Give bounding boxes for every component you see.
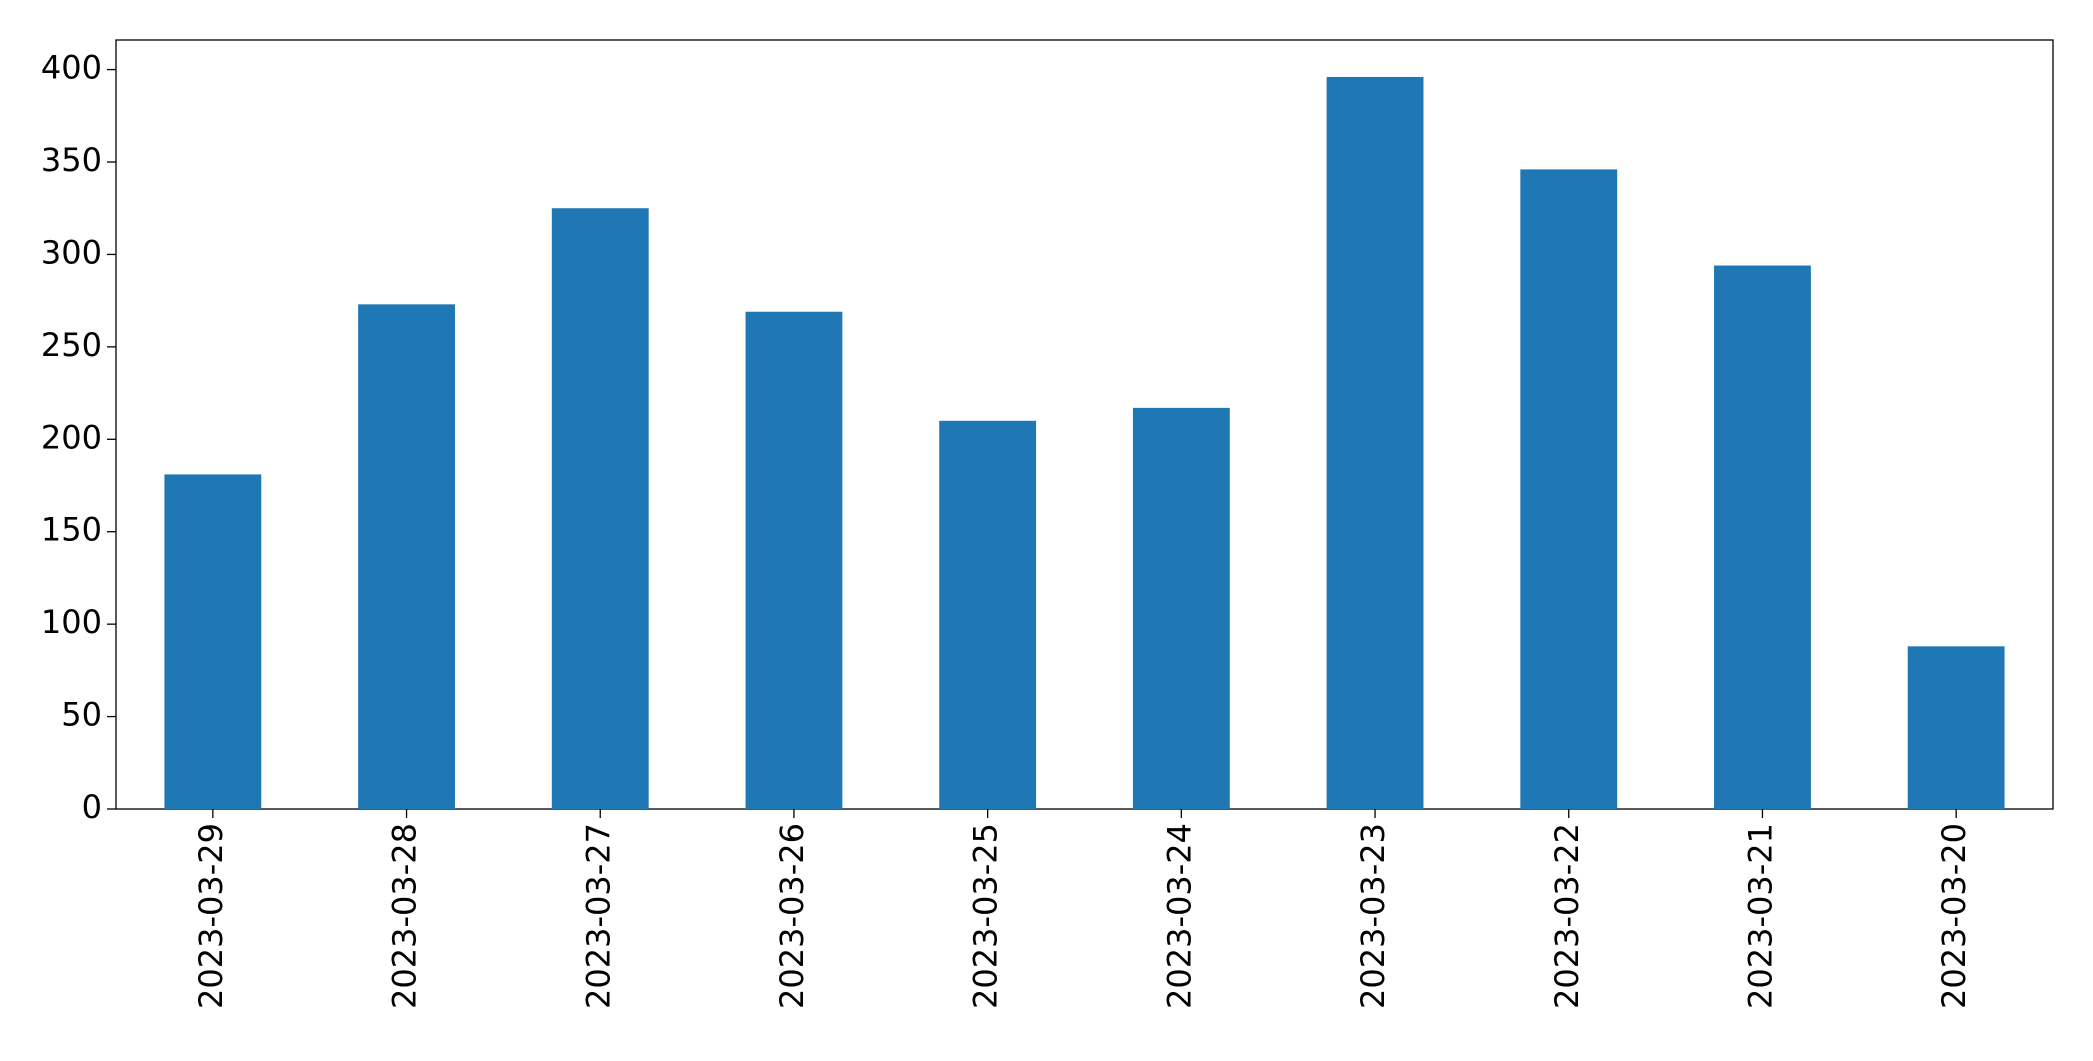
axes-frame xyxy=(115,39,2054,810)
y-tick-label: 200 xyxy=(41,418,102,456)
bar xyxy=(1326,76,1424,810)
x-tick-label: 2023-03-28 xyxy=(386,823,424,1009)
y-tick-label: 300 xyxy=(41,233,102,271)
x-tick-label: 2023-03-27 xyxy=(579,823,617,1009)
bar xyxy=(164,474,262,809)
x-tick-label: 2023-03-23 xyxy=(1354,823,1392,1009)
bar xyxy=(1132,407,1230,809)
bar xyxy=(939,420,1037,809)
x-tick-label: 2023-03-29 xyxy=(192,823,230,1009)
x-tick-label: 2023-03-21 xyxy=(1741,823,1779,1009)
y-tick-label: 150 xyxy=(41,511,102,549)
bar xyxy=(745,311,843,809)
y-tick-label: 400 xyxy=(41,49,102,87)
x-tick-label: 2023-03-24 xyxy=(1160,823,1198,1009)
y-tick-label: 50 xyxy=(61,696,102,734)
bar xyxy=(1907,646,2005,809)
x-tick-label: 2023-03-26 xyxy=(773,823,811,1009)
x-tick-label: 2023-03-25 xyxy=(967,823,1005,1009)
bar xyxy=(358,304,455,809)
x-tick-label: 2023-03-20 xyxy=(1935,823,1973,1009)
bar xyxy=(1714,265,1811,809)
y-tick-label: 0 xyxy=(82,788,102,826)
bar xyxy=(1520,169,1618,809)
y-tick-label: 100 xyxy=(41,603,102,641)
y-tick-label: 250 xyxy=(41,326,102,364)
bar xyxy=(551,208,649,809)
x-tick-label: 2023-03-22 xyxy=(1548,823,1586,1009)
y-tick-label: 350 xyxy=(41,141,102,179)
